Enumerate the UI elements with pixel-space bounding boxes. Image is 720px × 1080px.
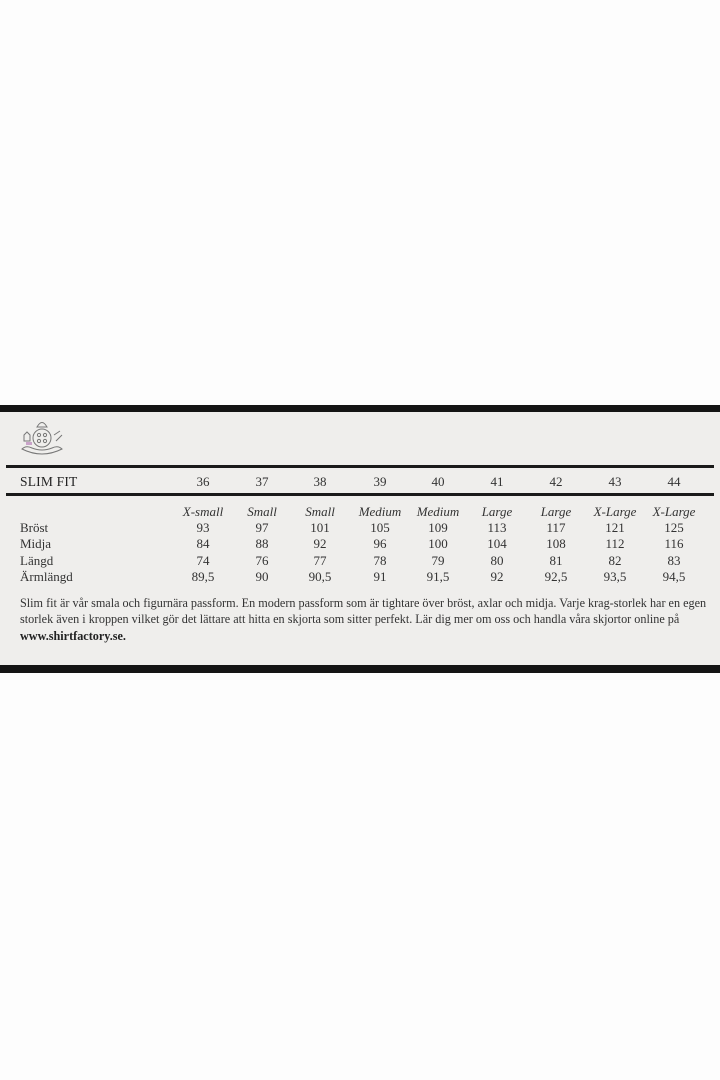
table-cell: 76 [255,553,269,568]
table-cell: 90 [255,569,269,584]
table-cell: 96 [373,536,387,551]
table-cell: 91,5 [426,569,450,584]
collar-size-header: 40 [431,474,445,489]
table-cell: 109 [428,520,448,535]
table-cell: 121 [605,520,625,535]
size-name: Large [540,504,572,519]
table-cell: 125 [664,520,684,535]
size-chart-panel [0,412,720,665]
table-cell: 108 [546,536,566,551]
table-cell: 78 [373,553,387,568]
table-cell: 77 [313,553,327,568]
table-cell: 84 [196,536,210,551]
table-cell: 105 [370,520,390,535]
table-cell: 81 [549,553,563,568]
table-cell: 82 [608,553,622,568]
crest-logo-icon [21,422,63,455]
table-cell: 92 [313,536,327,551]
table-cell: 112 [605,536,625,551]
header-top-rule [6,465,714,468]
size-name: X-Large [652,504,696,519]
top-border-band [0,405,720,413]
size-name: X-Large [593,504,637,519]
table-cell: 79 [431,553,445,568]
size-name: Medium [358,504,402,519]
table-cell: 117 [546,520,566,535]
table-cell: 116 [664,536,684,551]
row-label: Bröst [20,520,49,535]
fit-title: SLIM FIT [20,474,78,489]
size-name: Small [247,504,277,519]
row-label: Ärmlängd [20,569,73,584]
table-cell: 97 [255,520,269,535]
bottom-border-band [0,665,720,673]
description-text: Slim fit är vår smala och figurnära pass… [20,596,707,627]
size-name: Medium [416,504,460,519]
collar-size-header: 41 [490,474,504,489]
header-bottom-rule [6,493,714,496]
table-cell: 92,5 [544,569,568,584]
collar-size-header: 42 [549,474,563,489]
table-cell: 89,5 [191,569,215,584]
table-cell: 80 [490,553,504,568]
table-cell: 93 [196,520,210,535]
collar-size-header: 39 [373,474,387,489]
collar-size-header: 37 [255,474,269,489]
collar-size-header: 43 [608,474,622,489]
size-name: Large [481,504,513,519]
table-cell: 88 [255,536,269,551]
table-cell: 74 [196,553,210,568]
collar-size-header: 44 [667,474,681,489]
fit-description: Slim fit är vår smala och figurnära pass… [20,595,720,644]
table-cell: 91 [373,569,387,584]
table-cell: 90,5 [308,569,332,584]
size-name: X-small [182,504,224,519]
website-link[interactable]: www.shirtfactory.se. [20,628,126,643]
collar-size-header: 36 [196,474,210,489]
table-cell: 113 [487,520,507,535]
size-name: Small [305,504,335,519]
table-cell: 83 [667,553,681,568]
table-cell: 104 [487,536,507,551]
table-cell: 100 [428,536,448,551]
table-cell: 101 [310,520,330,535]
collar-size-header: 38 [313,474,327,489]
table-cell: 93,5 [603,569,627,584]
table-cell: 92 [490,569,504,584]
row-label: Längd [20,553,54,568]
table-cell: 94,5 [662,569,686,584]
row-label: Midja [20,536,52,551]
